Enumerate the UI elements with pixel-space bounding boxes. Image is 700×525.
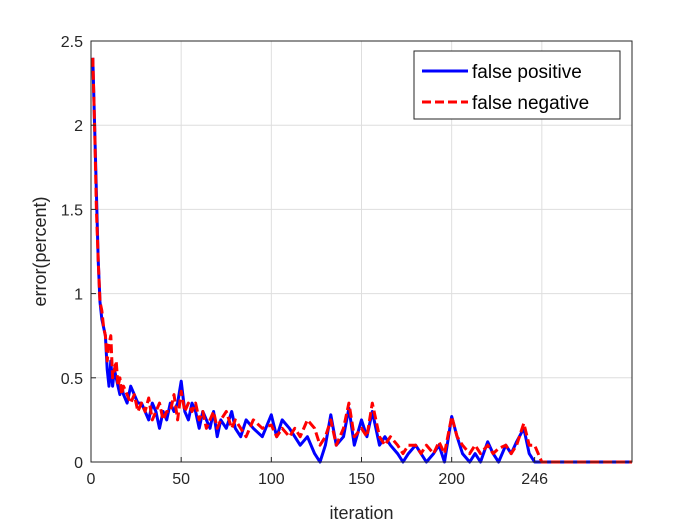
series-lines bbox=[91, 57, 632, 464]
x-tick-label: 100 bbox=[258, 471, 285, 488]
y-tick-label: 0.5 bbox=[61, 371, 83, 388]
y-axis-label: error(percent) bbox=[30, 196, 50, 306]
legend: false positive false negative bbox=[413, 50, 621, 120]
x-tick-labels: 0 50 100 150 200 246 bbox=[87, 471, 549, 488]
y-tick-labels: 0 0.5 1 1.5 2 2.5 bbox=[61, 34, 83, 472]
x-tick-label: 50 bbox=[172, 471, 190, 488]
x-tick-label: 150 bbox=[348, 471, 375, 488]
x-tick-label: 200 bbox=[438, 471, 465, 488]
y-tick-label: 2 bbox=[74, 118, 83, 135]
series-line-false-negative bbox=[91, 57, 632, 464]
x-tick-label: 246 bbox=[521, 471, 548, 488]
ticks bbox=[90, 40, 536, 463]
y-tick-label: 0 bbox=[74, 455, 83, 472]
y-tick-label: 1 bbox=[74, 287, 83, 304]
y-tick-label: 1.5 bbox=[61, 202, 83, 219]
legend-label-false-negative: false negative bbox=[472, 93, 589, 114]
x-tick-label: 0 bbox=[87, 471, 96, 488]
legend-label-false-positive: false positive bbox=[472, 62, 582, 83]
legend-box bbox=[413, 50, 621, 120]
y-tick-label: 2.5 bbox=[61, 34, 83, 51]
x-axis-label: iteration bbox=[329, 503, 393, 523]
